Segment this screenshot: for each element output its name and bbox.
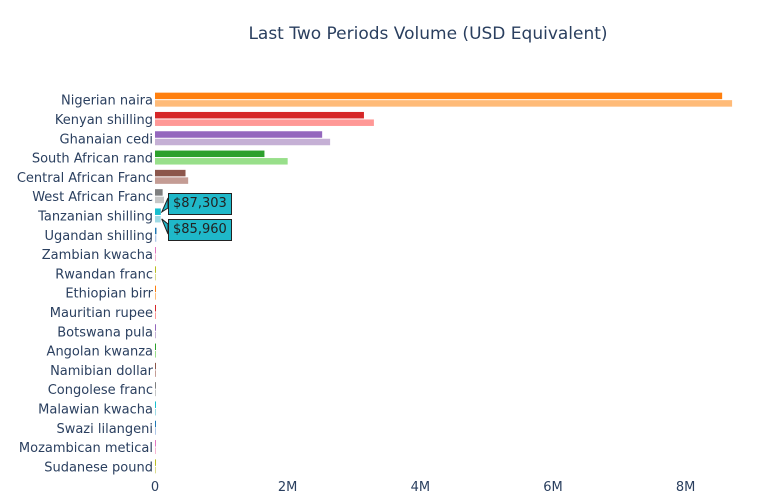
category-label: Ethiopian birr xyxy=(65,287,153,302)
bar[interactable] xyxy=(155,138,331,146)
bar[interactable] xyxy=(155,401,156,408)
category-label: Angolan kwanza xyxy=(47,345,153,360)
bar[interactable] xyxy=(155,119,374,126)
bar[interactable] xyxy=(155,111,364,119)
tooltip-last-period: $85,960 xyxy=(168,219,232,241)
bar[interactable] xyxy=(155,351,156,358)
bar[interactable] xyxy=(155,208,161,215)
x-tick-label: 4M xyxy=(411,480,431,495)
category-label: Ugandan shilling xyxy=(44,229,153,244)
bar[interactable] xyxy=(155,408,156,416)
bar[interactable] xyxy=(155,254,156,262)
bar[interactable] xyxy=(155,389,156,397)
x-tick-label: 0 xyxy=(151,480,159,495)
bar[interactable] xyxy=(155,285,156,293)
category-label: Namibian dollar xyxy=(50,364,154,379)
bar[interactable] xyxy=(155,273,156,281)
bar[interactable] xyxy=(155,169,186,177)
bar[interactable] xyxy=(155,440,156,447)
bar[interactable] xyxy=(155,100,733,107)
bar[interactable] xyxy=(155,466,156,474)
bar[interactable] xyxy=(155,459,156,466)
category-label: West African Franc xyxy=(32,190,153,205)
bar[interactable] xyxy=(155,215,161,223)
bar[interactable] xyxy=(155,150,265,158)
bar[interactable] xyxy=(155,343,156,351)
bar[interactable] xyxy=(155,331,156,339)
category-label: Congolese franc xyxy=(48,383,153,398)
bar[interactable] xyxy=(155,196,164,204)
bar[interactable] xyxy=(155,312,156,319)
category-label: Kenyan shilling xyxy=(55,113,153,128)
bar[interactable] xyxy=(155,382,156,389)
category-label: Ghanaian cedi xyxy=(60,132,153,147)
bar[interactable] xyxy=(155,131,323,138)
category-label: Botswana pula xyxy=(57,325,153,340)
category-label: Central African Franc xyxy=(17,171,153,186)
chart-title: Last Two Periods Volume (USD Equivalent) xyxy=(248,24,607,44)
category-label: South African rand xyxy=(32,152,153,167)
category-label: Zambian kwacha xyxy=(42,248,153,263)
category-label: Malawian kwacha xyxy=(38,402,153,417)
x-tick-label: 8M xyxy=(676,480,696,495)
bar[interactable] xyxy=(155,362,156,370)
category-label: Rwandan franc xyxy=(55,267,153,282)
bar[interactable] xyxy=(155,428,156,435)
bar[interactable] xyxy=(155,447,156,455)
category-label: Mauritian rupee xyxy=(50,306,153,321)
x-axis-ticks: 0 2M 4M 6M 8M xyxy=(151,480,696,495)
bar[interactable] xyxy=(155,247,156,254)
category-label: Sudanese pound xyxy=(44,460,153,475)
bar[interactable] xyxy=(155,227,157,235)
bar[interactable] xyxy=(155,266,156,273)
bar[interactable] xyxy=(155,420,156,428)
bars-group xyxy=(155,92,733,474)
category-label: Tanzanian shilling xyxy=(37,209,153,224)
category-labels: Nigerian naira Kenyan shilling Ghanaian ce… xyxy=(17,94,154,476)
bar[interactable] xyxy=(155,370,156,377)
bar[interactable] xyxy=(155,177,189,184)
bar[interactable] xyxy=(155,235,157,242)
bar[interactable] xyxy=(155,293,156,300)
tooltip-previous-period: $87,303 xyxy=(168,193,232,215)
bar[interactable] xyxy=(155,92,723,100)
bar[interactable] xyxy=(155,189,163,196)
category-label: Swazi lilangeni xyxy=(56,422,153,437)
x-tick-label: 6M xyxy=(543,480,563,495)
category-label: Mozambican metical xyxy=(19,441,153,456)
x-tick-label: 2M xyxy=(278,480,298,495)
category-label: Nigerian naira xyxy=(61,94,153,109)
bar[interactable] xyxy=(155,158,288,165)
bar[interactable] xyxy=(155,324,156,331)
bar[interactable] xyxy=(155,304,156,312)
